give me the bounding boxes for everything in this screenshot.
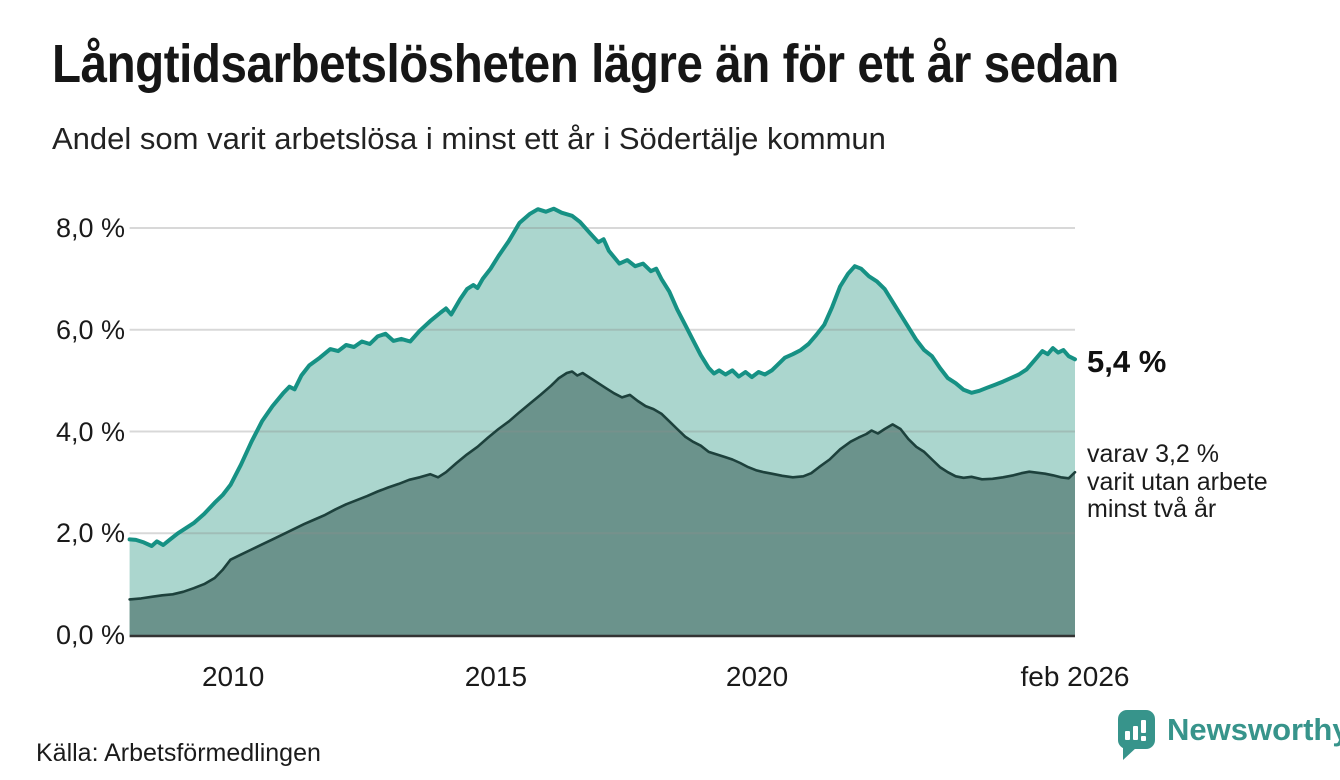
page-title: Långtidsarbetslösheten lägre än för ett … (52, 34, 1119, 94)
bar-chart-icon (1133, 726, 1138, 740)
newsworthy-logo: Newsworthy (1118, 710, 1340, 760)
page-subtitle: Andel som varit arbetslösa i minst ett å… (52, 121, 886, 156)
source-credit: Källa: Arbetsförmedlingen (36, 739, 321, 767)
y-tick-label: 8,0 % (55, 213, 125, 243)
secondary-series-note: varav 3,2 % varit utan arbete minst två … (1087, 440, 1268, 524)
secondary-note-line2: varit utan arbete (1087, 467, 1268, 496)
y-tick-label: 6,0 % (55, 314, 125, 345)
y-tick-label: 4,0 % (55, 416, 125, 447)
y-tick-label: 0,0 % (55, 620, 125, 650)
end-value-label: 5,4 % (1087, 344, 1167, 379)
secondary-note-line3: minst två år (1087, 495, 1217, 523)
newsworthy-wordmark: Newsworthy (1167, 712, 1340, 747)
secondary-note-line1: varav 3,2 % (1087, 440, 1220, 468)
bar-chart-icon (1125, 731, 1130, 740)
x-tick-label: 2010 (201, 661, 265, 692)
x-tick-label: feb 2026 (1020, 661, 1130, 692)
exclamation-dot-icon (1141, 736, 1146, 741)
y-tick-label: 2,0 % (55, 518, 125, 549)
x-tick-label: 2015 (464, 661, 528, 692)
exclamation-icon (1141, 720, 1146, 733)
newsworthy-bubble-icon (1118, 710, 1155, 760)
x-tick-label: 2020 (725, 661, 789, 692)
